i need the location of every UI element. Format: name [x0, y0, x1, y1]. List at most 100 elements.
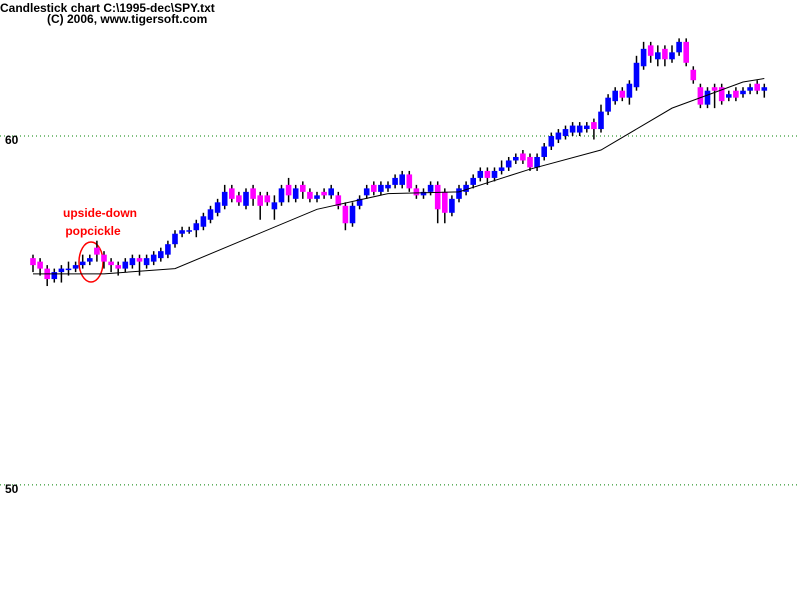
candle-body [236, 195, 242, 203]
candle-body [221, 191, 228, 206]
candle-body [108, 261, 114, 266]
candle-body [292, 188, 299, 199]
candle-body [655, 52, 661, 60]
candle-body [690, 69, 697, 81]
candle-body [513, 156, 519, 161]
candle-body [463, 184, 469, 192]
candle-body [371, 184, 377, 192]
candle-body [562, 129, 569, 137]
candle-body [257, 195, 263, 206]
annotation-circle [78, 241, 104, 283]
candle-body [307, 191, 313, 199]
candle-body [37, 261, 43, 269]
annotation: upside-down [63, 206, 137, 220]
candle-body [378, 184, 384, 192]
candle-body [200, 216, 207, 227]
candle-body [406, 174, 413, 189]
candle-body [584, 125, 590, 130]
candle-body [669, 52, 675, 60]
candle-body [491, 170, 498, 178]
candle-body [420, 191, 427, 196]
candle-body [569, 125, 576, 133]
candle-body [278, 188, 285, 203]
candle-body [94, 247, 100, 255]
candle-body [598, 111, 604, 130]
chart-subtitle: (C) 2006, www.tigersoft.com [47, 12, 207, 26]
candle-body [434, 184, 441, 210]
y-tick-label: 50 [5, 482, 19, 496]
candle-body [470, 177, 476, 185]
candle-body [477, 170, 484, 178]
candle-body [115, 265, 121, 269]
candle-body [186, 230, 192, 232]
candle-body [392, 177, 398, 185]
candle-body [527, 156, 533, 168]
candle-body [129, 258, 136, 266]
candle-body [718, 87, 725, 102]
candle-body [640, 48, 647, 67]
candle-body [65, 268, 72, 271]
candle-body [158, 251, 164, 259]
candle-body [101, 254, 107, 262]
candle-body [79, 261, 86, 266]
candle-body [143, 258, 150, 266]
candle-body [349, 205, 356, 224]
candle-body [321, 191, 327, 196]
candle-body [498, 167, 505, 171]
candle-body [250, 188, 256, 199]
candle-body [442, 191, 448, 213]
candle-body [172, 233, 178, 245]
candle-body [122, 261, 129, 269]
candle-body [243, 191, 249, 206]
candle-body [165, 244, 171, 255]
candle-body [413, 188, 420, 196]
candle-body [626, 83, 633, 98]
candle-body [87, 258, 93, 262]
candle-body [328, 188, 334, 196]
chart-title: Candlestick chart C:\1995-dec\SPY.txt [0, 1, 215, 15]
candle-body [726, 94, 732, 98]
candle-body [548, 136, 555, 147]
candle-body [58, 268, 65, 273]
y-tick-label: 60 [5, 133, 19, 147]
candle-body [754, 83, 760, 91]
candle-body [733, 90, 739, 98]
candle-body [676, 41, 682, 53]
candle-body [314, 195, 320, 199]
candle-body [72, 265, 79, 269]
candle-body [264, 195, 271, 203]
candle-body [647, 45, 654, 56]
candle-body [51, 272, 58, 280]
candle-body [576, 125, 583, 133]
candle-body [484, 170, 491, 178]
candle-body [342, 205, 349, 224]
candle-body [591, 122, 597, 130]
candle-body [300, 184, 306, 192]
candle-body [633, 62, 640, 88]
candle-body [662, 48, 668, 60]
candle-body [449, 198, 455, 213]
candle-body [505, 160, 512, 168]
candle-body [363, 188, 370, 196]
candle-body [520, 153, 526, 161]
candle-body [214, 202, 221, 213]
candle-body [697, 87, 704, 105]
candle-body [136, 258, 143, 262]
candle-body [179, 230, 185, 234]
candle-body [150, 254, 157, 262]
annotation: popcickle [65, 224, 121, 238]
candle-body [619, 90, 626, 98]
candle-body [356, 198, 363, 206]
candle-body [427, 184, 434, 192]
candle-body [612, 90, 618, 102]
candle-body [747, 87, 753, 91]
candle-body [30, 258, 36, 266]
candle-body [711, 87, 718, 91]
candle-body [605, 97, 611, 112]
candle-body [271, 202, 278, 210]
candle-body [541, 146, 547, 157]
candle-body [456, 188, 462, 199]
candle-body [335, 195, 342, 206]
